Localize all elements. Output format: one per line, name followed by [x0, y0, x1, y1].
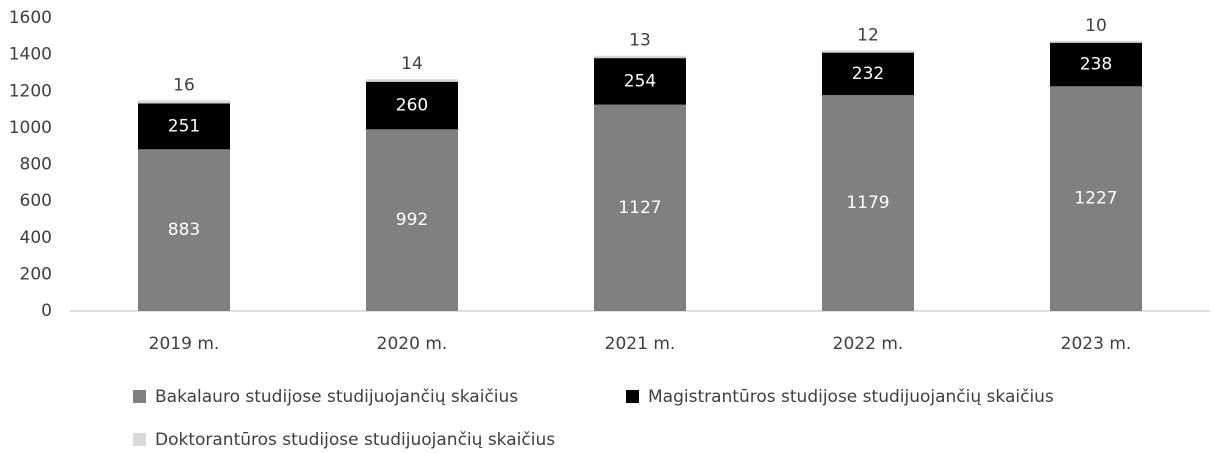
y-tick-label: 1600 — [9, 8, 52, 28]
data-label: 1179 — [846, 193, 889, 213]
y-tick-label: 800 — [20, 155, 52, 175]
legend-swatch — [626, 390, 639, 403]
bar-segment — [138, 103, 230, 150]
data-label: 10 — [1085, 16, 1107, 36]
legend-label: Bakalauro studijose studijuojančių skaič… — [155, 387, 518, 407]
x-tick-label: 2021 m. — [605, 334, 676, 354]
data-label: 16 — [173, 75, 195, 95]
bar-segment — [822, 50, 914, 53]
y-tick-label: 0 — [41, 301, 52, 321]
y-tick-label: 600 — [20, 191, 52, 211]
data-label: 13 — [629, 31, 651, 51]
bar-segment — [822, 95, 914, 311]
bar-segment — [594, 104, 686, 311]
bar-segment — [366, 129, 458, 311]
data-label: 232 — [852, 64, 884, 84]
data-label: 254 — [624, 71, 656, 91]
bar-segment — [1050, 86, 1142, 311]
data-label: 1227 — [1074, 189, 1117, 209]
legend-label: Doktorantūros studijose studijuojančių s… — [155, 430, 555, 450]
bar-segment — [138, 100, 230, 104]
bar-segment — [822, 52, 914, 96]
x-tick-label: 2020 m. — [377, 334, 448, 354]
y-tick-label: 200 — [20, 264, 52, 284]
y-tick-label: 1000 — [9, 118, 52, 138]
data-label: 992 — [396, 210, 428, 230]
y-tick-label: 1400 — [9, 45, 52, 65]
x-tick-label: 2019 m. — [149, 334, 220, 354]
data-label: 14 — [401, 54, 423, 74]
legend-swatch — [133, 433, 146, 446]
data-label: 883 — [168, 220, 200, 240]
y-tick-label: 400 — [20, 228, 52, 248]
bar-segment — [366, 81, 458, 130]
bar-segment — [1050, 42, 1142, 87]
x-tick-label: 2022 m. — [833, 334, 904, 354]
x-tick-label: 2023 m. — [1061, 334, 1132, 354]
data-label: 238 — [1080, 55, 1112, 75]
y-tick-label: 1200 — [9, 81, 52, 101]
legend-swatch — [133, 390, 146, 403]
bar-segment — [594, 58, 686, 105]
data-label: 251 — [168, 116, 200, 136]
data-label: 12 — [857, 25, 879, 45]
bar-segment — [138, 149, 230, 311]
bar-segment — [366, 79, 458, 82]
data-label: 1127 — [618, 198, 661, 218]
bar-segment — [594, 55, 686, 59]
legend-label: Magistrantūros studijose studijuojančių … — [648, 387, 1054, 407]
data-label: 260 — [396, 96, 428, 116]
bar-segment — [1050, 40, 1142, 43]
